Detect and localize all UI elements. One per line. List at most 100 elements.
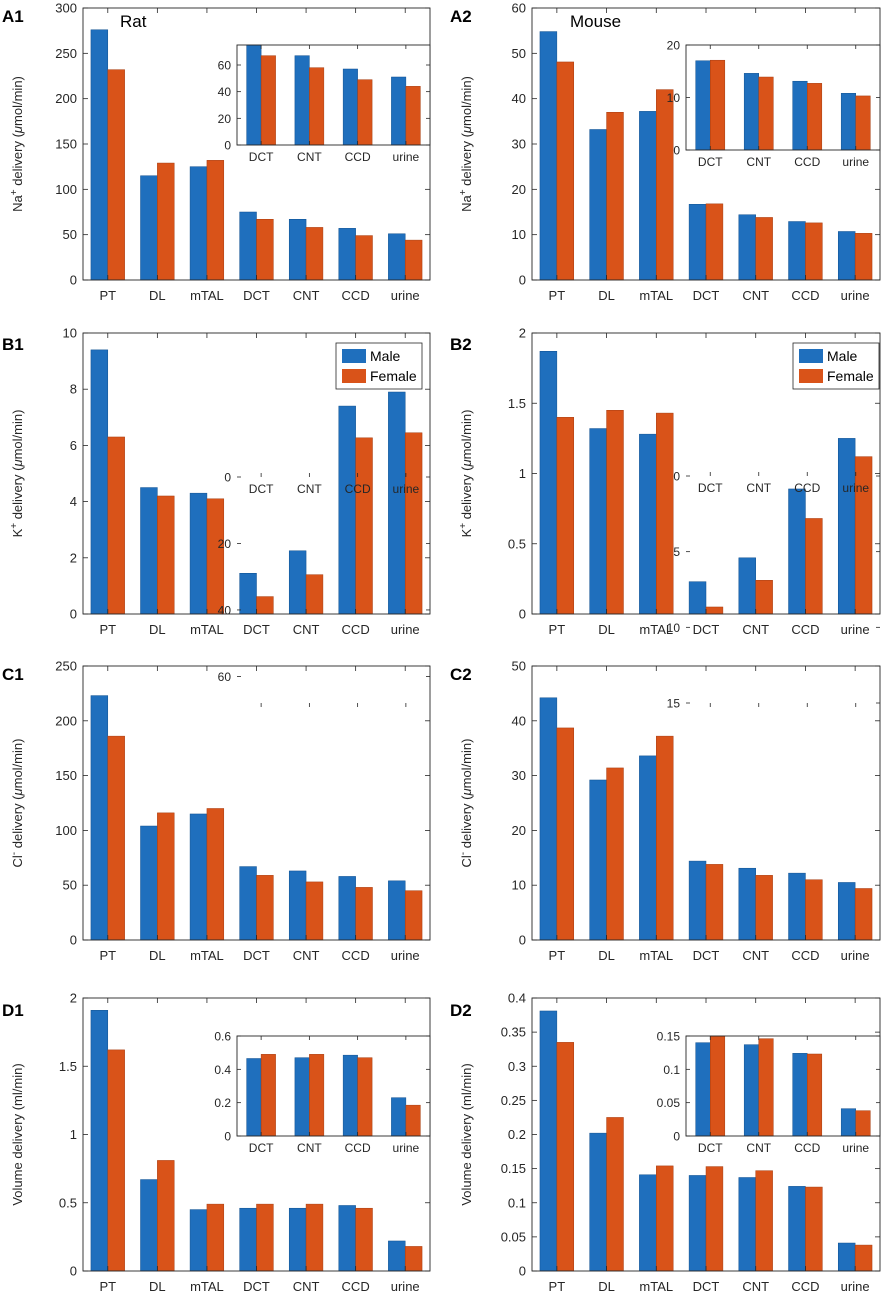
panel-d2-bar-dl-female <box>606 1117 624 1272</box>
panel-a1-ytick-label: 50 <box>63 227 77 242</box>
panel-d1-bar-cnt-male <box>288 1207 307 1272</box>
panel-c1-ylabel-mid: delivery ( <box>10 795 25 852</box>
panel-d2-xtick-label: mTAL <box>639 1279 673 1293</box>
panel-b1-bar-cnt-female <box>305 574 324 615</box>
panel-a2-bar-urine-male <box>837 231 856 281</box>
panel-a2-inset-ytick-label: 0 <box>673 144 680 158</box>
panel-d1-ytick-label: 0 <box>70 1264 77 1279</box>
panel-a2-xtick-label: urine <box>841 288 870 303</box>
panel-b2-axes-box <box>531 332 881 615</box>
panel-a1-inset-xtick-label: CNT <box>297 150 322 164</box>
panel-b2-ylabel-mid: delivery ( <box>459 466 474 523</box>
panel-a1-ylabel-unit: mol/min) <box>10 76 25 126</box>
panel-d2-ylabel-text: Volume delivery (ml/min) <box>459 1063 474 1205</box>
panel-d2-xtick-label: urine <box>841 1279 870 1293</box>
panel-b1-legend: Male Female <box>335 342 423 390</box>
panel-c1: PT DL mTAL DCT CNT CCD urine050100150200250C1C… <box>2 471 431 963</box>
panel-a1-xtick-label: mTAL <box>190 288 224 303</box>
panel-a1-bar-dct-female <box>256 219 274 281</box>
panel-c1-bar-mtal-male <box>189 813 208 941</box>
panel-d1-inset-bar-urine-male <box>391 1097 407 1137</box>
panel-b2-legend-swatch-male <box>799 349 823 363</box>
panel-b1-xtick-label: urine <box>391 622 420 637</box>
panel-d2-xtick-label: DCT <box>693 1279 720 1293</box>
panel-d1-bar-urine-male <box>388 1240 406 1272</box>
panel-d2-inset: DCT CNT CCD urine 0 0.05 0.1 0.15 <box>657 1030 881 1155</box>
panel-c2-xtick-label: CNT <box>742 948 769 963</box>
panel-d1-ytick-label: 1.5 <box>59 1059 77 1074</box>
panel-b2-ytick-label: 2 <box>519 326 526 341</box>
panel-d1-bar-dct-male <box>239 1207 257 1272</box>
panel-c2-bar-mtal-female <box>656 735 674 941</box>
panel-c1-bar-pt-male <box>90 695 109 941</box>
panel-b1-bar-ccd-male <box>338 405 356 615</box>
panel-a2-xtick-label: CNT <box>742 288 769 303</box>
panel-a1-ylabel-ion: Na <box>10 195 25 212</box>
panel-a1-bar-ccd-female <box>355 235 373 281</box>
panel-c1-bar-dct-female <box>256 875 274 941</box>
panel-c1-inset-ytick-label: 0 <box>224 471 231 485</box>
panel-a1-inset-bar-cnt-male <box>294 55 310 146</box>
panel-c1-bar-urine-female <box>404 890 423 941</box>
panel-d1-bar-dl-female <box>157 1160 175 1272</box>
panel-a2-xtick-label: PT <box>549 288 566 303</box>
panel-a1-ylabel: Na+ delivery (μmol/min) <box>9 76 25 212</box>
panel-c2-inset-xtick-label: urine <box>842 481 869 495</box>
panel-d2-xtick-label: PT <box>549 1279 566 1293</box>
panel-b1-bar-pt-male <box>90 349 109 615</box>
panel-b2-xtick-label: mTAL <box>639 622 673 637</box>
panel-c2-bar-mtal-male <box>639 755 657 941</box>
panel-c1-bar-dl-female <box>157 812 175 941</box>
panel-d2-bar-mtal-male <box>639 1174 657 1272</box>
panel-a2-bar-ccd-female <box>805 222 823 281</box>
panel-b2-bar-mtal-female <box>656 412 674 615</box>
panel-d2-inset-bar-urine-female <box>855 1110 871 1137</box>
panel-c1-bar-cnt-male <box>288 870 307 941</box>
panel-a1-bar-pt-female <box>107 69 125 281</box>
panel-d2-bar-pt-female <box>556 1042 575 1272</box>
panel-a1-inset-ytick-label: 60 <box>218 59 232 73</box>
panel-a1-inset-ytick-label: 0 <box>224 139 231 153</box>
panel-a2-inset-ytick-label: 10 <box>667 91 681 105</box>
panel-a2-bar-cnt-female <box>755 217 773 281</box>
panel-a2-ytick-label: 20 <box>512 182 526 197</box>
panel-c1-bar-ccd-male <box>338 876 356 941</box>
panel-b1-bar-dct-female <box>256 596 274 615</box>
panel-c2-label: C2 <box>450 665 472 684</box>
panel-a2-inset-axes-box <box>685 44 881 151</box>
panel-a2-xtick-label: DL <box>598 288 615 303</box>
panel-c2-bar-ccd-female <box>805 879 823 941</box>
panel-c2-bar-cnt-male <box>738 867 756 941</box>
panel-a1-bar-dct-male <box>239 211 257 281</box>
panel-b2-bar-ccd-male <box>788 488 806 615</box>
panel-b1-bar-urine-female <box>404 432 423 615</box>
panel-d2-inset-bar-cnt-female <box>758 1038 774 1137</box>
panel-a2-ylabel: Na+ delivery (μmol/min) <box>458 76 474 212</box>
panel-d1-bar-mtal-female <box>206 1203 225 1272</box>
panel-b2-label: B2 <box>450 335 472 354</box>
panel-c2-inset-xtick-label: DCT <box>698 481 723 495</box>
panel-d1-inset-xtick-label: DCT <box>249 1141 274 1155</box>
panel-b1-ylabel-unit: mol/min) <box>10 410 25 460</box>
panel-a1-bar-dl-male <box>140 175 158 281</box>
panel-c2-inset: DCT CNT CCD urine 0 5 10 15 <box>667 470 880 711</box>
panel-b1-bar-urine-male <box>388 391 406 615</box>
panel-d2-xtick-label: CNT <box>742 1279 769 1293</box>
panel-a1-inset-xtick-label: urine <box>393 150 420 164</box>
panel-c1-bar-dct-male <box>239 866 257 941</box>
panel-a2-ytick-label: 0 <box>519 273 526 288</box>
panel-c1-inset-xtick-label: DCT <box>249 482 274 496</box>
panel-b2-xtick-label: PT <box>549 622 566 637</box>
panel-a1-ytick-label: 150 <box>55 137 77 152</box>
panel-d2-bar-dl-male <box>589 1132 607 1272</box>
panel-a2-inset-bar-dct-male <box>695 60 711 151</box>
panel-d1-xtick-label: CNT <box>293 1279 320 1293</box>
panel-d1-bar-ccd-female <box>355 1207 373 1272</box>
panel-a2-inset-bar-urine-male <box>840 93 857 151</box>
panel-a2-inset-bar-ccd-female <box>807 83 823 151</box>
panel-c1-ytick-label: 50 <box>63 878 77 893</box>
panel-d2-bar-pt-male <box>539 1010 558 1272</box>
panel-d2-bar-ccd-female <box>805 1186 823 1272</box>
panel-d1-inset-bar-dct-female <box>260 1054 276 1137</box>
